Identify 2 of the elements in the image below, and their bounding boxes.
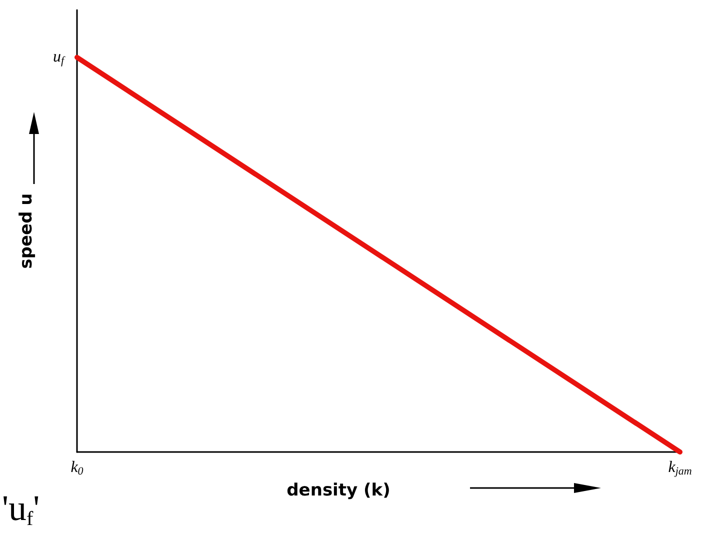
y-axis-title: speed u — [16, 193, 36, 269]
x-axis-title: density (k) — [286, 480, 390, 500]
